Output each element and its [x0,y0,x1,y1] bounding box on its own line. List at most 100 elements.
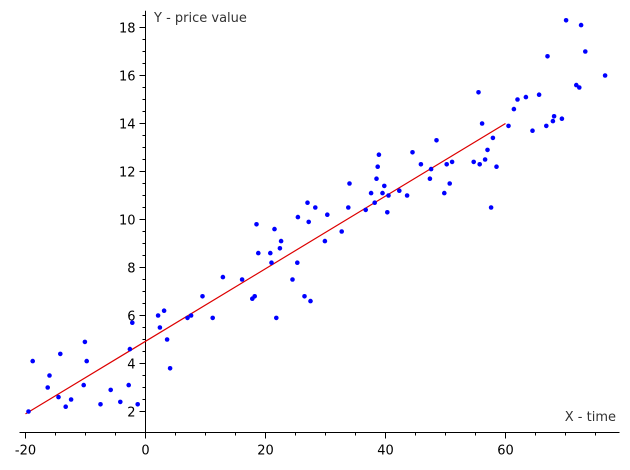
data-point [563,18,569,23]
data-point [188,313,194,318]
data-point [530,128,535,133]
data-points [26,18,608,414]
data-point [444,162,450,167]
data-point [63,404,68,410]
data-point [239,277,245,282]
data-point [278,238,284,244]
data-point [161,308,167,314]
data-point [551,114,557,119]
data-point [313,205,318,210]
data-point [375,164,381,169]
data-point [322,238,328,244]
data-point [494,164,499,169]
data-point [386,193,391,198]
y-tick-label: 12 [119,166,136,181]
data-point [254,222,259,227]
data-point [382,183,387,189]
data-point [578,22,584,28]
data-point [427,176,433,181]
data-point [410,150,415,155]
data-point [130,320,135,326]
data-point [118,399,123,405]
data-point [82,339,88,345]
data-point [374,176,379,181]
data-point [482,157,488,162]
y-tick-label: 8 [127,262,135,277]
data-point [98,402,103,407]
data-point [449,159,455,165]
y-tick-label: 18 [119,22,136,37]
data-point [306,219,312,225]
data-point [447,181,453,186]
data-point [308,298,313,304]
data-point [363,207,369,213]
data-point [185,315,190,321]
data-point [368,190,374,196]
data-point [550,118,556,124]
y-axis-title: Y - price value [153,11,247,26]
data-point [135,402,140,407]
data-point [210,315,215,321]
data-point [347,181,352,186]
x-tick-label: 20 [257,444,274,459]
data-point [471,159,477,165]
x-tick-label: -20 [15,444,36,459]
y-tick-label: 6 [127,310,135,325]
data-point [376,152,382,157]
data-point [477,162,483,167]
data-point [127,346,133,352]
data-point [126,382,131,388]
y-tick-label: 16 [119,70,136,85]
data-point [325,212,330,217]
y-tick-label: 2 [127,406,135,421]
data-point [155,313,161,318]
data-point [272,226,277,232]
data-point [380,190,385,196]
data-point [84,358,89,364]
data-point [515,97,520,102]
y-tick-label: 10 [119,214,136,229]
data-point [200,294,205,299]
data-point [442,190,447,196]
data-point [108,387,113,393]
ticks: -20 0 20 40 60 2 4 6 8 10 12 14 16 18 [15,15,596,459]
data-point [252,294,257,299]
data-point [545,54,550,59]
data-point [47,373,52,378]
data-point [476,90,481,95]
x-tick-label: 40 [377,444,394,459]
x-tick-label: 0 [141,444,149,459]
data-point [479,121,485,126]
data-point [559,116,565,121]
data-point [577,85,582,90]
data-point [339,229,345,234]
data-point [30,358,35,364]
data-point [404,193,410,198]
data-point [544,123,549,129]
x-tick-label: 60 [497,444,514,459]
data-point [385,210,390,215]
data-point [418,162,424,167]
data-point [506,123,511,129]
data-point [274,315,279,321]
data-point [490,135,496,141]
data-point [302,294,307,299]
data-point [397,188,402,193]
data-point [295,260,300,266]
data-point [536,92,542,97]
data-point [372,200,378,205]
data-point [488,205,494,210]
y-tick-label: 4 [127,358,135,373]
data-point [305,200,310,205]
data-point [45,385,50,390]
data-point [295,214,301,220]
data-point [583,49,588,54]
data-point [58,351,63,357]
data-point [157,325,163,330]
data-point [485,147,490,153]
data-point [290,277,295,282]
y-tick-label: 14 [119,118,136,133]
data-point [523,94,529,100]
data-point [164,337,170,342]
